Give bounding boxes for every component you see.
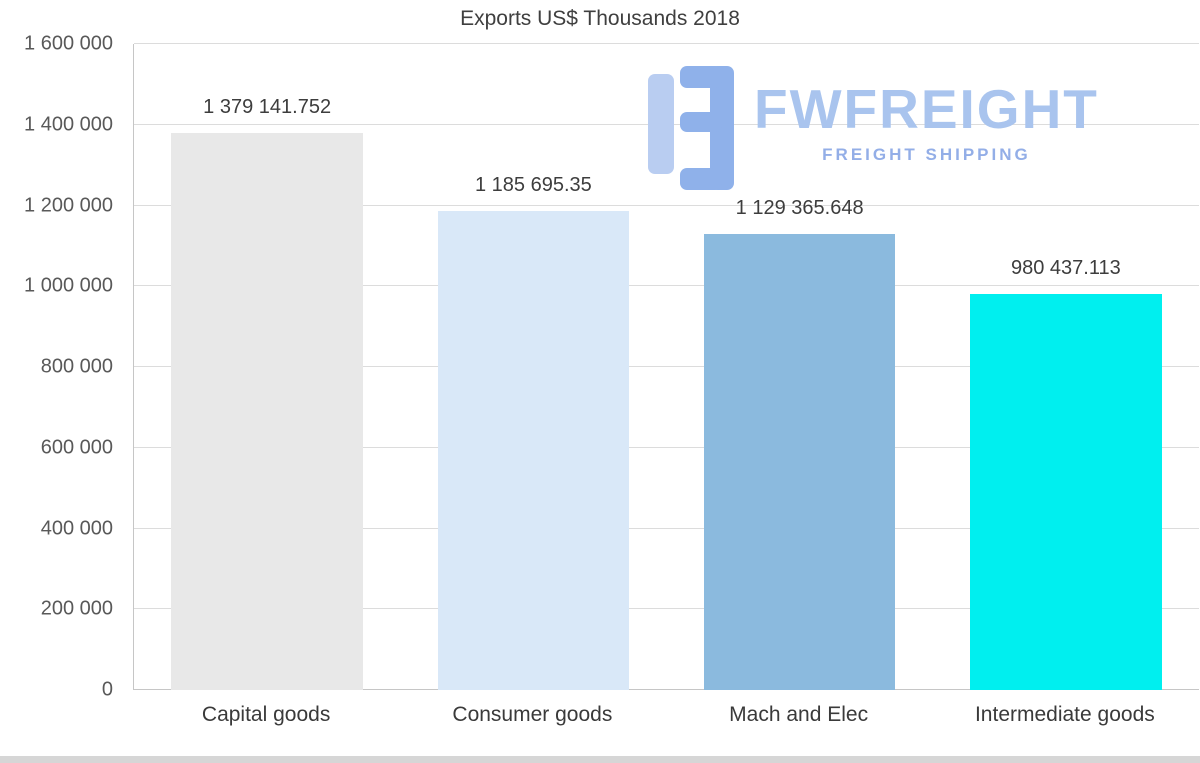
plot-area: 1 379 141.752 1 185 695.35 1 129 365.648 98…: [133, 43, 1199, 690]
x-category-label: Capital goods: [201, 703, 331, 726]
y-tick-label: 0: [101, 678, 113, 701]
gridline: [134, 527, 1199, 529]
gridline: [134, 285, 1199, 287]
y-axis-tick-labels: 0 200 000 400 000 600 000 800 000 1 000 000 1 …: [0, 33, 119, 701]
bar-value-label: 980 437.113: [1011, 257, 1121, 280]
x-category-label: Mach and Elec: [729, 703, 869, 726]
gridline: [134, 446, 1199, 448]
gridline: [134, 204, 1199, 206]
chart-title: Exports US$ Thousands 2018: [460, 7, 740, 30]
y-tick-label: 600 000: [40, 436, 113, 459]
y-tick-label: 200 000: [40, 597, 113, 620]
y-tick-label: 1 600 000: [24, 32, 113, 55]
bar-value-label: 1 379 141.752: [203, 96, 332, 119]
gridline: [134, 43, 1199, 44]
bar: [171, 133, 363, 690]
bar-value-label: 1 185 695.35: [474, 174, 592, 197]
gridline: [134, 608, 1199, 610]
bar: [970, 294, 1162, 690]
gridline: [134, 689, 1199, 690]
bar-value-label: 1 129 365.648: [735, 197, 864, 220]
y-tick-label: 400 000: [40, 517, 113, 539]
gridline: [134, 366, 1199, 367]
bottom-strip: [0, 756, 1200, 763]
bar-slot: 1 185 695.35: [400, 44, 666, 690]
y-tick-label: 1 200 000: [24, 194, 113, 216]
y-tick-label: 800 000: [40, 355, 113, 378]
x-category-label: Intermediate goods: [974, 703, 1155, 726]
bar: [437, 211, 630, 690]
x-axis-category-labels: Capital goods Consumer goods Mach and Elec…: [133, 703, 1198, 727]
y-tick-label: 1 400 000: [24, 113, 113, 136]
bar-slot: 1 379 141.752: [134, 44, 400, 690]
y-tick-label: 1 000 000: [24, 274, 113, 297]
bar: [703, 234, 896, 690]
bars-container: 1 379 141.752 1 185 695.35 1 129 365.648 98…: [134, 44, 1199, 690]
bar-slot: 980 437.113: [933, 44, 1199, 690]
bar-slot: 1 129 365.648: [667, 44, 933, 690]
x-category-label: Consumer goods: [452, 703, 613, 726]
